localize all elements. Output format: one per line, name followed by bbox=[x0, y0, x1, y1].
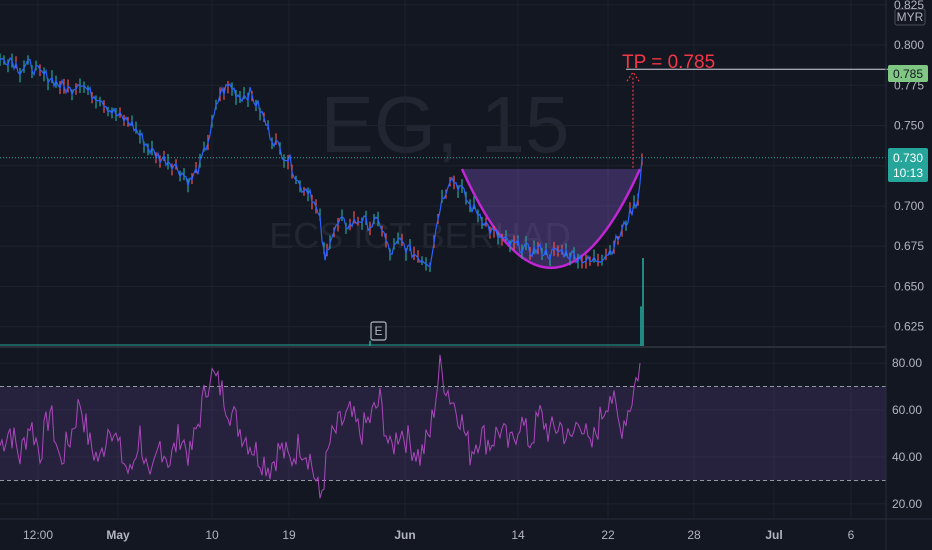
price-axis[interactable]: 0.8250.8000.7750.7500.7250.7000.6750.650… bbox=[894, 0, 924, 334]
time-tick-label: Jul bbox=[765, 528, 782, 542]
target-arrowhead bbox=[626, 71, 640, 82]
time-tick-label: 19 bbox=[282, 528, 296, 542]
currency-badge[interactable] bbox=[894, 8, 926, 26]
time-tick-label: May bbox=[106, 528, 130, 542]
earnings-marker[interactable] bbox=[370, 321, 387, 341]
price-tick-label: 0.825 bbox=[894, 0, 924, 12]
price-line bbox=[0, 56, 643, 268]
price-series bbox=[0, 53, 643, 272]
price-tick-label: 0.700 bbox=[894, 199, 924, 213]
time-tick-label: 12:00 bbox=[23, 528, 53, 542]
time-tick-label: 6 bbox=[848, 528, 855, 542]
cup-pattern bbox=[460, 168, 642, 269]
watermark-subtitle: ECS ICT BERHAD bbox=[269, 215, 570, 256]
price-tick-label: 0.750 bbox=[894, 119, 924, 133]
volume-bar bbox=[642, 258, 644, 346]
volume-bar bbox=[640, 306, 642, 346]
time-tick-label: 28 bbox=[687, 528, 701, 542]
currency-label: MYR bbox=[897, 10, 924, 24]
rsi-tick-label: 40.00 bbox=[892, 450, 922, 464]
cup-curve bbox=[460, 168, 642, 269]
price-tick-label: 0.650 bbox=[894, 279, 924, 293]
watermark-symbol: EG, 15 bbox=[320, 80, 569, 169]
target-price-badge[interactable] bbox=[888, 65, 928, 82]
rsi-tick-label: 80.00 bbox=[892, 356, 922, 370]
target-price-label: 0.785 bbox=[893, 67, 923, 81]
target-annotation: TP = 0.785 bbox=[622, 52, 715, 73]
rsi-tick-label: 20.00 bbox=[892, 497, 922, 511]
time-axis[interactable]: 12:00 May 10 19 Jun 14 22 28 Jul 6 bbox=[23, 528, 855, 542]
volume-bar bbox=[369, 340, 371, 346]
time-tick-label: Jun bbox=[394, 528, 415, 542]
bar-countdown: 10:13 bbox=[893, 166, 923, 180]
price-tick-label: 0.625 bbox=[894, 320, 924, 334]
rsi-series bbox=[0, 354, 886, 499]
earnings-label: E bbox=[374, 324, 382, 338]
annotations bbox=[0, 68, 888, 168]
time-tick-label: 10 bbox=[205, 528, 219, 542]
price-tick-label: 0.675 bbox=[894, 239, 924, 253]
volume-series bbox=[0, 258, 644, 346]
current-price-label: 0.730 bbox=[893, 151, 923, 165]
time-tick-label: 14 bbox=[511, 528, 525, 542]
rsi-axis[interactable]: 80.00 60.00 40.00 20.00 bbox=[892, 356, 922, 511]
rsi-tick-label: 60.00 bbox=[892, 403, 922, 417]
rsi-line bbox=[0, 354, 641, 499]
time-tick-label: 22 bbox=[601, 528, 615, 542]
price-tick-label: 0.800 bbox=[894, 38, 924, 52]
current-price-badge[interactable] bbox=[888, 148, 928, 182]
grid bbox=[0, 0, 886, 518]
